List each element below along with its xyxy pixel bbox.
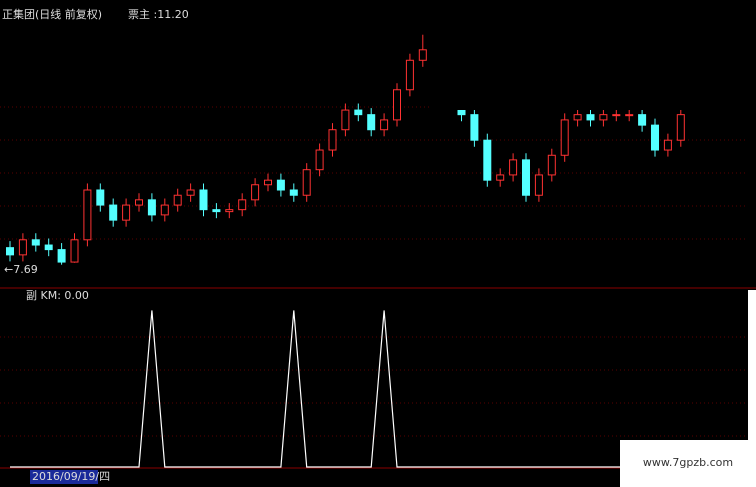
candle-body	[264, 179, 272, 186]
plot	[6, 34, 685, 468]
price-label: 票主 :11.20	[128, 8, 189, 21]
candle-body	[83, 189, 92, 241]
candle-body	[483, 139, 492, 181]
low-label: ←7.69	[4, 263, 38, 276]
candle-body	[367, 114, 376, 131]
indicator-label: 副 KM: 0.00	[26, 289, 89, 302]
candle-body	[238, 199, 247, 211]
candle-body	[302, 169, 311, 196]
candle-body	[212, 209, 221, 213]
candle-body	[651, 124, 659, 151]
candle-body	[225, 209, 234, 213]
km-line	[10, 310, 681, 468]
candle-body	[276, 179, 285, 191]
candle-body	[251, 184, 260, 201]
watermark: www.7gpzb.com	[643, 456, 733, 469]
candle-body	[199, 189, 208, 211]
candle-body	[625, 114, 634, 117]
candle-body	[44, 244, 53, 251]
candle-body	[599, 114, 608, 121]
candle-body	[57, 249, 66, 263]
date-box	[30, 470, 98, 484]
candle-body	[586, 114, 595, 121]
cover	[430, 0, 756, 110]
candle-body	[289, 189, 298, 196]
chart-title: 正集团(日线 前复权)	[2, 7, 102, 21]
candle-body	[534, 174, 543, 196]
candle-body	[573, 114, 582, 121]
candle-body	[522, 159, 530, 196]
candle-body	[147, 199, 156, 216]
watermark-bg	[620, 440, 756, 487]
candle-body	[676, 114, 685, 141]
candle-body	[173, 194, 182, 206]
candle-body	[405, 59, 414, 91]
candle-body	[96, 189, 105, 206]
candle-body	[186, 189, 195, 196]
candle-body	[470, 114, 479, 141]
candle-body	[31, 239, 40, 246]
candle-body	[160, 204, 169, 216]
candle-body	[70, 239, 79, 263]
candle-body	[354, 109, 363, 116]
candle-body	[328, 129, 337, 151]
candle-body	[547, 154, 556, 176]
candle-body	[122, 204, 131, 221]
candle-body	[109, 204, 118, 221]
candle-body	[638, 114, 647, 126]
date-label: 2016/09/19/四	[32, 470, 110, 483]
candle-body	[496, 174, 505, 181]
candle-body	[6, 247, 14, 256]
candle-body	[612, 114, 621, 117]
candle-body	[18, 239, 27, 256]
candle-body	[393, 89, 401, 121]
candle-body	[560, 119, 569, 156]
candle-body	[380, 119, 389, 131]
candle-body	[509, 159, 518, 176]
candle-body	[418, 49, 427, 61]
candle-body	[315, 149, 324, 171]
edge-strip	[748, 290, 756, 440]
candle-body	[135, 199, 143, 206]
candle-body	[341, 109, 350, 131]
candle-body	[663, 139, 672, 151]
